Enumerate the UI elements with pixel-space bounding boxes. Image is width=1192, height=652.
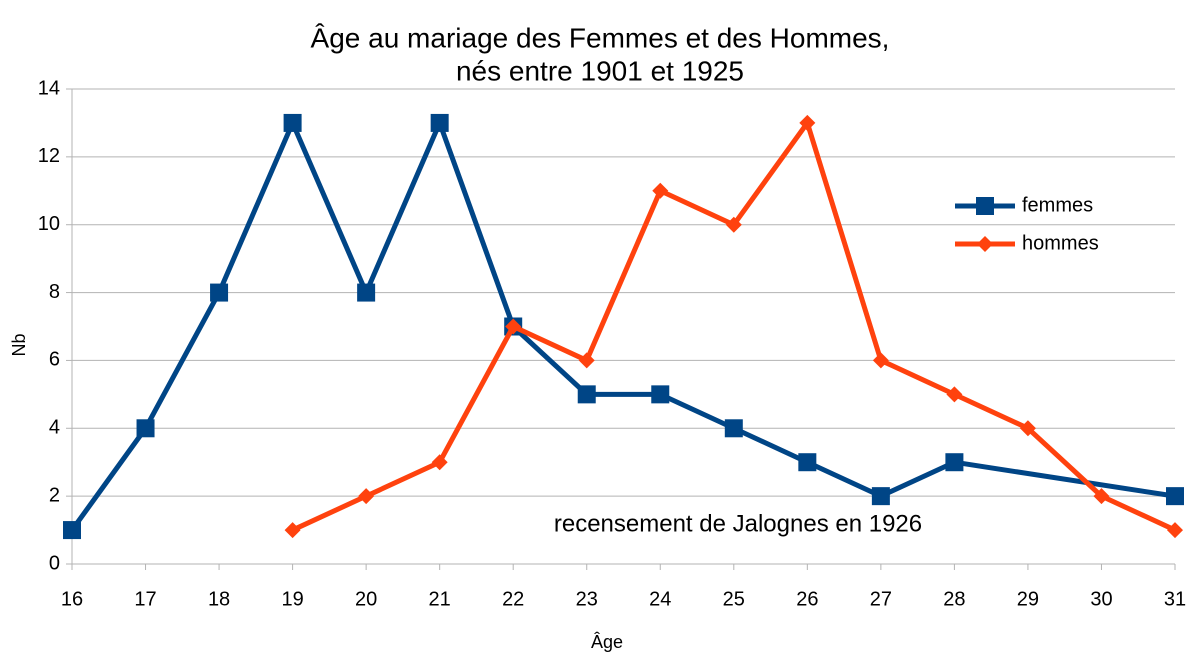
- marker: [358, 488, 375, 505]
- marker: [1167, 522, 1183, 539]
- y-tick-label: 12: [38, 145, 60, 167]
- annotation: recensement de Jalognes en 1926: [554, 510, 922, 537]
- x-tick-label: 31: [1164, 588, 1186, 610]
- x-tick-label: 23: [576, 588, 598, 610]
- marker: [578, 352, 595, 369]
- y-tick-label: 14: [38, 77, 60, 99]
- marker: [136, 419, 155, 438]
- marker: [505, 318, 522, 335]
- marker: [724, 419, 743, 438]
- x-tick-label: 29: [1017, 588, 1039, 610]
- marker: [1019, 420, 1036, 437]
- marker: [799, 114, 816, 131]
- y-tick-label: 4: [49, 417, 60, 439]
- y-axis-label: Nb: [9, 333, 29, 356]
- marker: [798, 453, 817, 472]
- marker: [1166, 487, 1184, 506]
- x-tick-label: 18: [208, 588, 230, 610]
- marker: [652, 182, 669, 199]
- marker: [946, 386, 963, 403]
- marker: [1093, 488, 1110, 505]
- marker: [871, 487, 890, 506]
- y-tick-label: 8: [49, 281, 60, 303]
- x-tick-label: 24: [649, 588, 671, 610]
- legend-marker: [976, 197, 994, 215]
- x-tick-label: 17: [134, 588, 156, 610]
- marker: [872, 352, 889, 369]
- x-tick-label: 30: [1090, 588, 1112, 610]
- x-tick-label: 26: [796, 588, 818, 610]
- marker: [284, 522, 301, 539]
- x-tick-label: 28: [943, 588, 965, 610]
- x-tick-label: 16: [61, 588, 83, 610]
- legend-label: hommes: [1022, 232, 1099, 254]
- y-tick-label: 10: [38, 213, 60, 235]
- y-tick-label: 2: [49, 484, 60, 506]
- marker: [430, 113, 449, 132]
- x-tick-label: 27: [870, 588, 892, 610]
- x-tick-label: 21: [429, 588, 451, 610]
- marker: [651, 385, 670, 404]
- x-tick-label: 19: [281, 588, 303, 610]
- legend-label: femmes: [1022, 194, 1093, 216]
- marker: [63, 521, 81, 540]
- y-tick-label: 0: [49, 552, 60, 574]
- x-tick-label: 22: [502, 588, 524, 610]
- chart-title: Âge au mariage des Femmes et des Hommes,: [311, 22, 890, 53]
- line: [69, 120, 1176, 532]
- marker: [945, 453, 964, 472]
- marker: [725, 216, 742, 233]
- marker: [283, 113, 302, 132]
- marker: [357, 283, 376, 302]
- x-tick-label: 20: [355, 588, 377, 610]
- marker: [577, 385, 596, 404]
- marker: [431, 454, 448, 471]
- legend-marker: [977, 236, 993, 252]
- x-axis-label: Âge: [591, 632, 623, 652]
- marker: [210, 283, 229, 302]
- x-tick-label: 25: [723, 588, 745, 610]
- y-tick-label: 6: [49, 349, 60, 371]
- chart-title: nés entre 1901 et 1925: [456, 55, 744, 86]
